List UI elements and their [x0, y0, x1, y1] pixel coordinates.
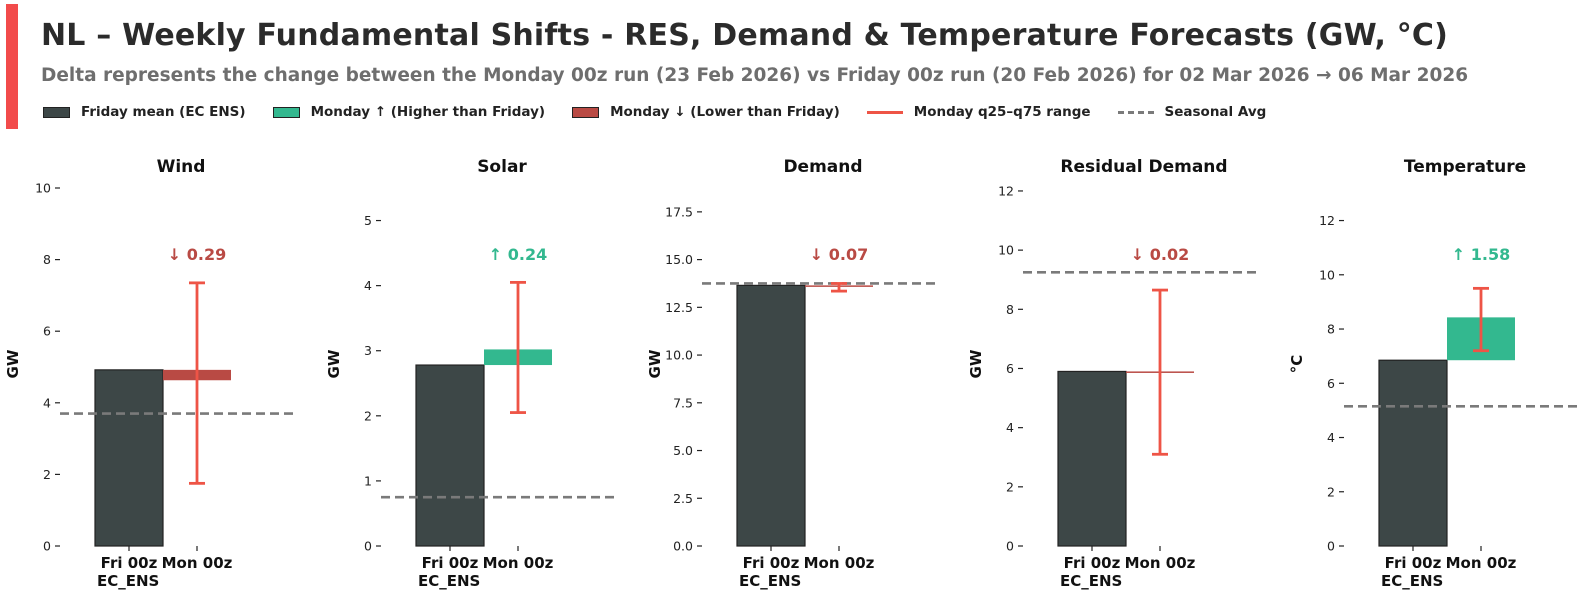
temperature-ytick-label: 0 [1327, 539, 1335, 554]
solar-ytick-label: 2 [364, 408, 372, 423]
legend: Friday mean (EC ENS) Monday ↑ (Higher th… [43, 103, 1293, 121]
wind-xtick-label: EC_ENS [97, 572, 159, 590]
temperature-friday-bar [1378, 359, 1448, 547]
demand-ytick-label: 10.0 [665, 348, 693, 363]
demand-delta-label: ↓ 0.07 [810, 245, 868, 264]
legend-swatch-monday-up [272, 106, 300, 118]
legend-item-monday-down: Monday ↓ (Lower than Friday) [572, 104, 840, 120]
wind-ytick-label: 4 [43, 395, 51, 410]
solar-ytick-label: 5 [364, 213, 372, 228]
wind-ytick-label: 6 [43, 324, 51, 339]
temperature-xtick-label: Mon 00z [1446, 554, 1517, 572]
residual-demand-xtick-label: Mon 00z [1125, 554, 1196, 572]
temperature-title: Temperature [1404, 157, 1526, 177]
demand-ytick-label: 17.5 [665, 204, 693, 219]
legend-item-monday-up: Monday ↑ (Higher than Friday) [272, 104, 546, 120]
temperature-delta-label: ↑ 1.58 [1452, 245, 1510, 264]
residual-demand-ylabel: GW [967, 349, 985, 378]
page-subtitle: Delta represents the change between the … [41, 65, 1469, 86]
residual-demand-friday-bar [1057, 370, 1127, 547]
solar-xtick-label: Fri 00z [422, 554, 479, 572]
legend-swatch-range [866, 110, 903, 114]
temperature-ytick-label: 6 [1327, 376, 1335, 391]
legend-label-monday-up: Monday ↑ (Higher than Friday) [310, 104, 546, 120]
wind-xtick-label: Fri 00z [101, 554, 158, 572]
wind-xtick-label: Mon 00z [162, 554, 233, 572]
wind-ytick-label: 10 [35, 181, 51, 196]
legend-item-range: Monday q25–q75 range [866, 104, 1091, 120]
wind-title: Wind [157, 157, 206, 177]
demand-ytick-label: 15.0 [665, 252, 693, 267]
legend-swatch-friday [43, 106, 70, 118]
solar-ytick-label: 3 [364, 343, 372, 358]
legend-label-range: Monday q25–q75 range [913, 104, 1091, 120]
page-title: NL – Weekly Fundamental Shifts - RES, De… [41, 18, 1449, 53]
residual-demand-ytick-label: 10 [998, 243, 1014, 258]
residual-demand-ytick-label: 6 [1006, 361, 1014, 376]
legend-swatch-seasonal [1117, 110, 1154, 114]
residual-demand-ytick-label: 4 [1006, 420, 1014, 435]
demand-ytick-label: 2.5 [673, 491, 693, 506]
wind-friday-bar [94, 369, 164, 547]
legend-item-friday: Friday mean (EC ENS) [43, 104, 246, 120]
wind-ytick-label: 0 [43, 539, 51, 554]
wind-delta-label: ↓ 0.29 [168, 245, 226, 264]
solar-xtick-label: Mon 00z [483, 554, 554, 572]
temperature-ylabel: °C [1288, 355, 1306, 374]
demand-ytick-label: 0.0 [673, 539, 693, 554]
demand-title: Demand [783, 157, 862, 177]
residual-demand-ytick-label: 8 [1006, 302, 1014, 317]
wind-ylabel: GW [4, 349, 22, 378]
residual-demand-delta-label: ↓ 0.02 [1131, 245, 1189, 264]
demand-xtick-label: Mon 00z [804, 554, 875, 572]
temperature-ytick-label: 8 [1327, 322, 1335, 337]
solar-friday-bar [415, 364, 485, 547]
legend-label-seasonal: Seasonal Avg [1164, 104, 1267, 120]
demand-ytick-label: 12.5 [665, 300, 693, 315]
legend-label-friday: Friday mean (EC ENS) [81, 104, 246, 120]
legend-label-monday-down: Monday ↓ (Lower than Friday) [610, 104, 840, 120]
wind-ytick-label: 8 [43, 252, 51, 267]
temperature-ytick-label: 10 [1319, 267, 1335, 282]
residual-demand-xtick-label: Fri 00z [1064, 554, 1121, 572]
residual-demand-ytick-label: 12 [998, 183, 1014, 198]
residual-demand-title: Residual Demand [1060, 157, 1227, 177]
accent-bar [6, 4, 18, 129]
solar-xtick-label: EC_ENS [418, 572, 480, 590]
temperature-xtick-label: EC_ENS [1381, 572, 1443, 590]
solar-ylabel: GW [325, 349, 343, 378]
temperature-ytick-label: 2 [1327, 484, 1335, 499]
legend-item-seasonal: Seasonal Avg [1117, 104, 1267, 120]
temperature-ytick-label: 4 [1327, 430, 1335, 445]
demand-ytick-label: 5.0 [673, 443, 693, 458]
residual-demand-xtick-label: EC_ENS [1060, 572, 1122, 590]
solar-ytick-label: 0 [364, 539, 372, 554]
residual-demand-ytick-label: 2 [1006, 479, 1014, 494]
temperature-xtick-label: Fri 00z [1385, 554, 1442, 572]
solar-ytick-label: 4 [364, 278, 372, 293]
demand-xtick-label: Fri 00z [743, 554, 800, 572]
wind-ytick-label: 2 [43, 467, 51, 482]
demand-xtick-label: EC_ENS [739, 572, 801, 590]
residual-demand-ytick-label: 0 [1006, 539, 1014, 554]
solar-ytick-label: 1 [364, 473, 372, 488]
demand-friday-bar [736, 284, 806, 547]
demand-ytick-label: 7.5 [673, 395, 693, 410]
legend-swatch-monday-down [572, 106, 600, 118]
solar-title: Solar [477, 157, 527, 177]
demand-ylabel: GW [646, 349, 664, 378]
solar-delta-label: ↑ 0.24 [489, 245, 547, 264]
temperature-ytick-label: 12 [1319, 213, 1335, 228]
